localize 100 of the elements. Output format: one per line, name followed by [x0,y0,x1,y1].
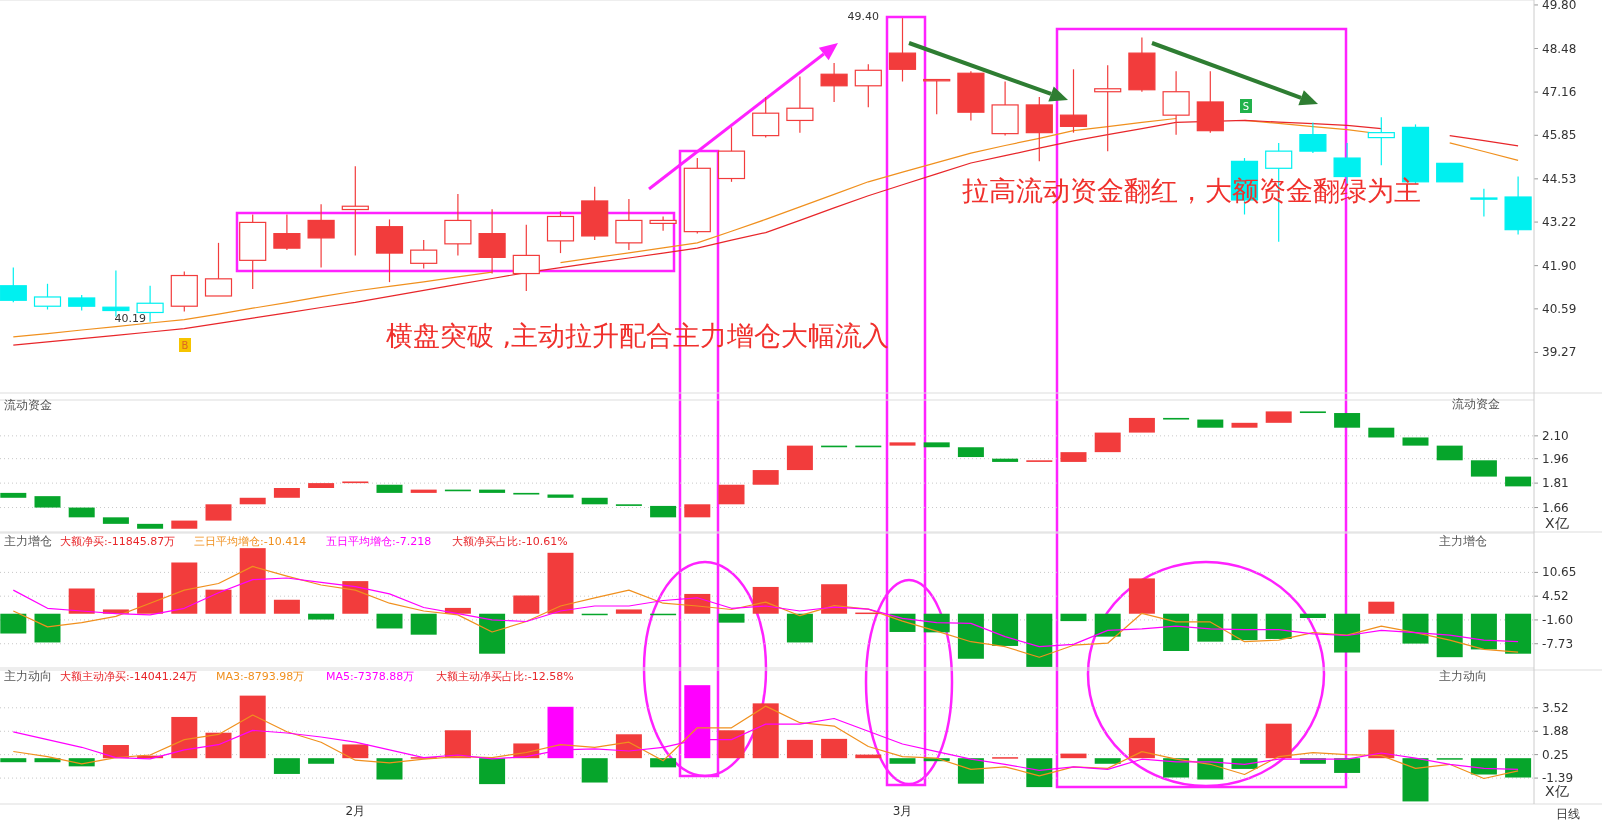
bar [1334,758,1361,773]
y-tick-label: 49.80 [1542,0,1577,12]
bar [1197,419,1224,428]
bar [479,613,506,654]
bar [752,586,779,614]
bar [1094,758,1121,764]
bar [992,613,1019,646]
annotation: MA3:-8793.98万 [216,670,305,683]
y-tick-label: 43.22 [1542,215,1577,230]
y-tick-label: 10.65 [1542,565,1577,580]
y-tick-label: 1.81 [1542,476,1569,491]
bar [479,489,506,493]
line-series [12,577,1519,648]
bar [1368,601,1395,614]
annotation: 大额净买:-11845.87万 [60,535,176,548]
bar [718,613,745,623]
bar [376,484,403,493]
annotation: 49.40 [847,10,879,23]
bar [650,505,677,518]
y-tick-label: 39.27 [1542,345,1577,360]
bar [752,470,779,485]
bar [342,581,369,614]
bar [1436,613,1463,658]
y-tick-label: 1.66 [1542,500,1569,515]
bar [376,613,403,629]
bar [171,716,198,759]
text: X亿 [1545,783,1569,799]
bar [1402,758,1429,802]
bar [273,599,300,614]
bar [513,595,540,614]
bar [205,589,232,614]
y-tick-label: 2.10 [1542,428,1569,443]
bar [1368,729,1395,759]
text: 日线 [1556,807,1580,821]
bar [615,609,642,614]
text: X亿 [1545,515,1569,531]
candlestick [1470,188,1498,218]
bar [786,739,813,759]
bar [684,504,711,518]
y-tick-label: 44.53 [1542,171,1577,186]
y-tick-label: 45.85 [1542,128,1577,143]
annotation: 主力增仓 [1439,534,1487,548]
bar [1026,758,1053,788]
annotation: 主力动向 [1439,669,1487,683]
y-tick-label: -7.73 [1542,636,1574,651]
bar [581,758,608,783]
candlestick [649,215,677,232]
annotation: S [1242,101,1250,112]
bar [68,588,95,614]
chart-title: 主力动向 [4,669,52,683]
bar [1265,411,1292,423]
bar [718,484,745,505]
bar [239,695,266,759]
y-tick-label: 0.25 [1542,747,1569,762]
annotation: MA5:-7378.88万 [326,670,415,683]
bar [1128,578,1155,614]
bar [889,442,916,446]
bar [1505,476,1532,487]
bar [171,520,198,529]
bar [821,584,848,614]
bar [205,732,232,759]
bar [957,613,984,659]
bar [410,613,437,635]
bar [376,758,403,780]
bar [1334,613,1361,653]
bar [239,548,266,614]
bar [821,738,848,759]
bar [923,442,950,448]
bar [957,447,984,458]
bar [1402,613,1429,644]
line-series [12,705,1519,780]
bar [1231,422,1258,428]
chart-title: 流动资金 [4,398,52,412]
bar [1470,758,1497,775]
bar [786,445,813,471]
bar [308,483,335,488]
annotation: B [181,340,189,351]
bar [205,504,232,521]
bar [1470,613,1497,650]
bar [1505,613,1532,654]
bar [444,730,471,759]
bar [1470,460,1497,477]
line-series [12,565,1519,658]
bar [752,703,779,759]
bar [0,758,27,763]
bar [1231,613,1258,641]
bar [889,758,916,764]
bar [171,562,198,614]
y-tick-label: 1.88 [1542,724,1569,739]
bar [581,497,608,505]
bar [1505,758,1532,778]
bar [1128,737,1155,759]
bar [1265,723,1292,759]
x-tick-label: 2月 [345,804,366,818]
bar [1026,613,1053,667]
bar [273,758,300,774]
annotation: 大额净买占比:-10.61% [452,535,568,548]
bar [102,517,129,524]
bar [957,758,984,784]
y-tick-label: -1.39 [1542,771,1574,786]
